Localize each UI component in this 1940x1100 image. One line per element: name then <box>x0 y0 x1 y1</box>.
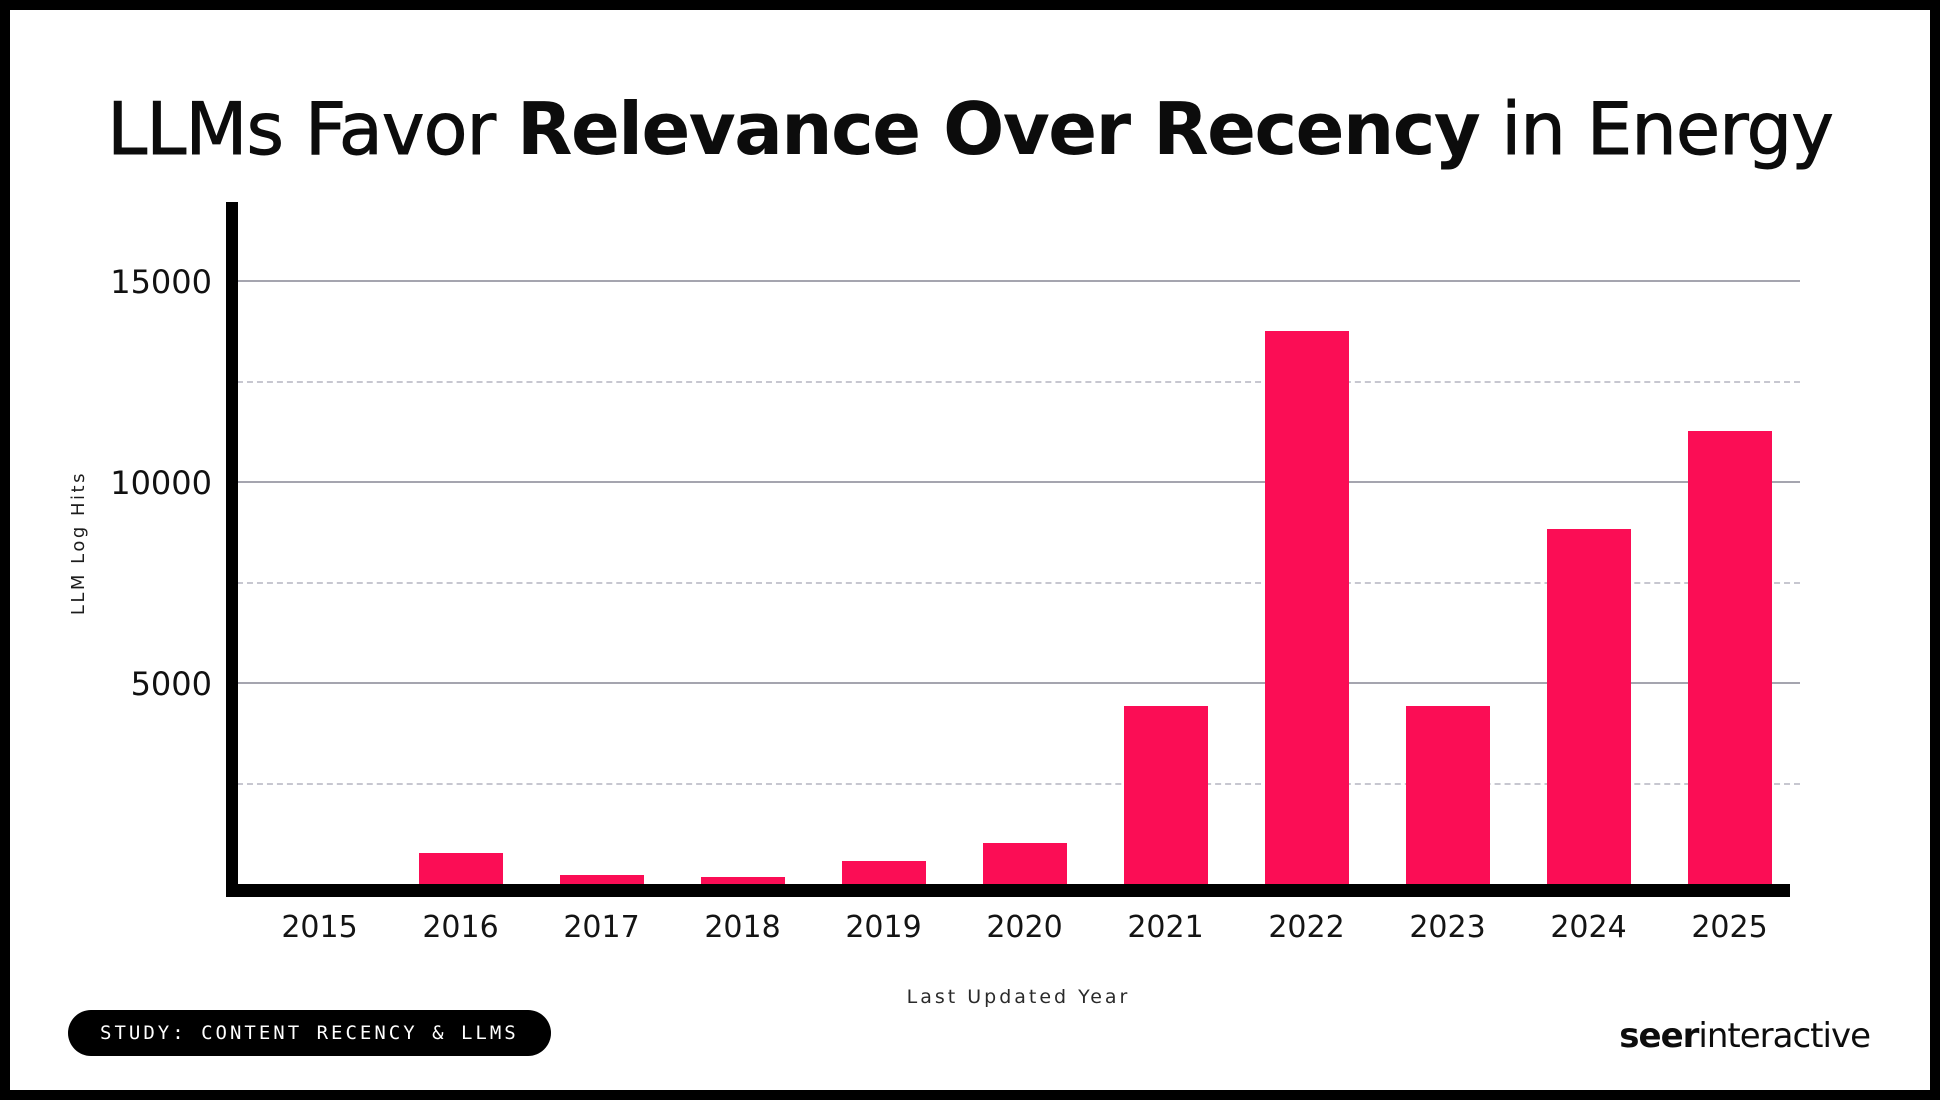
x-tick-label-2025: 2025 <box>1691 910 1768 945</box>
bar-2025 <box>1687 431 1772 885</box>
bar-2024 <box>1546 529 1631 885</box>
x-axis-line <box>226 884 1790 897</box>
y-tick-label-5000: 5000 <box>130 665 212 704</box>
bar-slot-2025 <box>1659 202 1800 885</box>
bar-2022 <box>1264 330 1349 885</box>
x-tick-label-2020: 2020 <box>986 910 1063 945</box>
x-tick-label-2022: 2022 <box>1268 910 1345 945</box>
bar-2023 <box>1405 706 1490 885</box>
bar-slot-2015 <box>249 202 390 885</box>
x-tick-label-2016: 2016 <box>422 910 499 945</box>
bar-slot-2018 <box>672 202 813 885</box>
gridline-solid-5000 <box>237 682 1800 685</box>
bar-series <box>249 202 1800 885</box>
chart-title-prefix: LLMs Favor <box>107 87 517 172</box>
bar-slot-2024 <box>1518 202 1659 885</box>
y-tick-label-15000: 15000 <box>110 263 212 302</box>
bar-slot-2022 <box>1236 202 1377 885</box>
x-tick-label-2021: 2021 <box>1127 910 1204 945</box>
seer-interactive-logo: seerinteractive <box>1619 1016 1871 1056</box>
x-tick-label-2024: 2024 <box>1550 910 1627 945</box>
plot-area <box>237 202 1800 885</box>
bar-2020 <box>982 842 1067 885</box>
gridline-solid-15000 <box>237 280 1800 283</box>
x-tick-label-2023: 2023 <box>1409 910 1486 945</box>
bar-2019 <box>841 860 926 885</box>
bar-slot-2020 <box>954 202 1095 885</box>
bar-slot-2017 <box>531 202 672 885</box>
chart-title-emphasis: Relevance Over Recency <box>517 87 1481 172</box>
logo-bold-part: seer <box>1619 1016 1699 1056</box>
x-axis-tick-labels: 2015 2016 2017 2018 2019 2020 2021 2022 2023 2024… <box>249 910 1800 945</box>
x-tick-label-2018: 2018 <box>704 910 781 945</box>
bar-2021 <box>1123 706 1208 885</box>
x-tick-label-2017: 2017 <box>563 910 640 945</box>
gridline-dashed-7500 <box>237 581 1800 584</box>
y-axis-line <box>226 202 238 897</box>
gridline-solid-10000 <box>237 481 1800 484</box>
study-badge-text: STUDY: CONTENT RECENCY & LLMS <box>100 1022 519 1044</box>
bar-slot-2023 <box>1377 202 1518 885</box>
bar-2018 <box>700 876 785 885</box>
study-badge: STUDY: CONTENT RECENCY & LLMS <box>68 1010 551 1056</box>
bar-2017 <box>559 874 644 885</box>
gridline-dashed-12500 <box>237 380 1800 383</box>
chart-title-suffix: in Energy <box>1479 87 1835 172</box>
y-axis-tick-labels: 5000 10000 15000 <box>60 202 212 885</box>
x-tick-label-2019: 2019 <box>845 910 922 945</box>
x-axis-title: Last Updated Year <box>906 986 1131 1008</box>
x-tick-label-2015: 2015 <box>281 910 358 945</box>
bar-2016 <box>418 852 503 885</box>
logo-regular-part: interactive <box>1698 1016 1871 1056</box>
chart-title: LLMs Favor Relevance Over Recency in Ene… <box>0 87 1940 172</box>
bar-slot-2021 <box>1095 202 1236 885</box>
bar-slot-2019 <box>813 202 954 885</box>
gridline-dashed-2500 <box>237 782 1800 785</box>
y-tick-label-10000: 10000 <box>110 464 212 503</box>
bar-slot-2016 <box>390 202 531 885</box>
